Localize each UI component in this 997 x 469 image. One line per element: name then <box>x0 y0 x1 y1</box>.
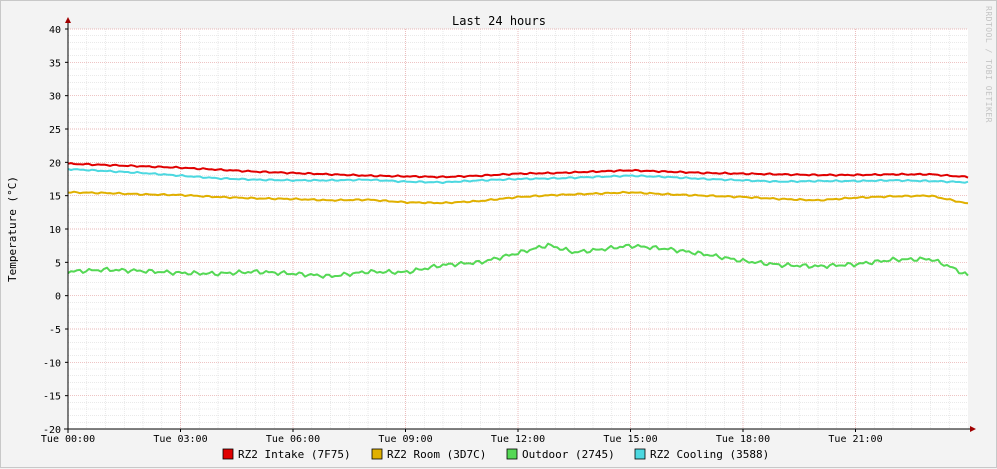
y-axis-arrow-icon <box>65 17 71 23</box>
legend-swatch <box>222 448 234 460</box>
y-tick-label: 40 <box>49 25 61 36</box>
x-tick-label: Tue 15:00 <box>603 434 657 445</box>
series-lines <box>67 162 969 279</box>
legend-swatch <box>506 448 518 460</box>
x-tick-label: Tue 03:00 <box>153 434 207 445</box>
y-tick-label: 20 <box>49 158 61 169</box>
watermark: RRDTOOL / TOBI OETIKER <box>984 6 993 123</box>
x-tick-label: Tue 12:00 <box>491 434 545 445</box>
axes <box>64 17 976 433</box>
x-tick-label: Tue 09:00 <box>378 434 432 445</box>
y-tick-label: 0 <box>55 292 61 303</box>
y-tick-label: -15 <box>43 392 61 403</box>
y-tick-label: -5 <box>49 325 61 336</box>
y-axis-label: Temperature (°C) <box>6 176 19 282</box>
legend-label: RZ2 Room (3D7C) <box>387 448 486 461</box>
x-tick-label: Tue 21:00 <box>828 434 882 445</box>
x-tick-label: Tue 18:00 <box>716 434 770 445</box>
legend: RZ2 Intake (7F75) RZ2 Room (3D7C) Outdoor … <box>222 448 769 461</box>
chart-title: Last 24 hours <box>452 14 546 28</box>
legend-label: RZ2 Intake (7F75) <box>238 448 351 461</box>
legend-swatch <box>371 448 383 460</box>
y-tick-label: 25 <box>49 125 61 136</box>
y-tick-label: 35 <box>49 58 61 69</box>
x-axis-arrow-icon <box>970 426 976 432</box>
legend-label: Outdoor (2745) <box>522 448 615 461</box>
y-tick-label: 10 <box>49 225 61 236</box>
y-tick-label: -10 <box>43 358 61 369</box>
y-tick-label: -20 <box>43 425 61 436</box>
legend-swatch <box>634 448 646 460</box>
x-tick-label: Tue 06:00 <box>266 434 320 445</box>
series-line-3 <box>67 242 969 279</box>
y-tick-label: 15 <box>49 192 61 203</box>
grid <box>67 28 968 430</box>
series-line-2 <box>68 190 969 205</box>
series-line-4 <box>67 167 969 185</box>
legend-label: RZ2 Cooling (3588) <box>650 448 769 461</box>
series-line-1 <box>67 162 969 179</box>
x-tick-label: Tue 00:00 <box>41 434 95 445</box>
y-tick-label: 5 <box>55 258 61 269</box>
y-tick-label: 30 <box>49 92 61 103</box>
